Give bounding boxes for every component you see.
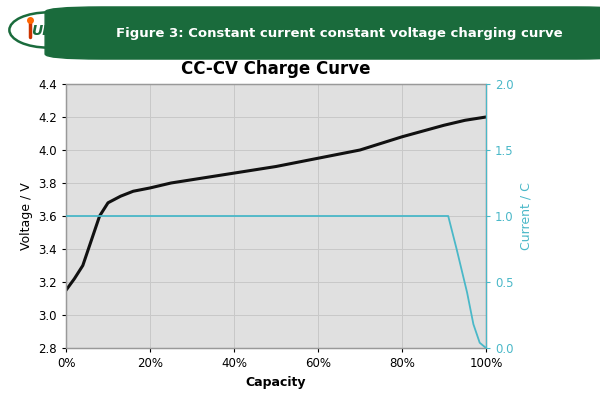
X-axis label: Capacity: Capacity <box>246 376 306 388</box>
Text: UFine: UFine <box>32 24 76 38</box>
Text: Figure 3: Constant current constant voltage charging curve: Figure 3: Constant current constant volt… <box>116 26 562 40</box>
Y-axis label: Current / C: Current / C <box>519 182 532 250</box>
Y-axis label: Voltage / V: Voltage / V <box>20 182 32 250</box>
Title: CC-CV Charge Curve: CC-CV Charge Curve <box>181 60 371 78</box>
FancyBboxPatch shape <box>45 7 600 59</box>
